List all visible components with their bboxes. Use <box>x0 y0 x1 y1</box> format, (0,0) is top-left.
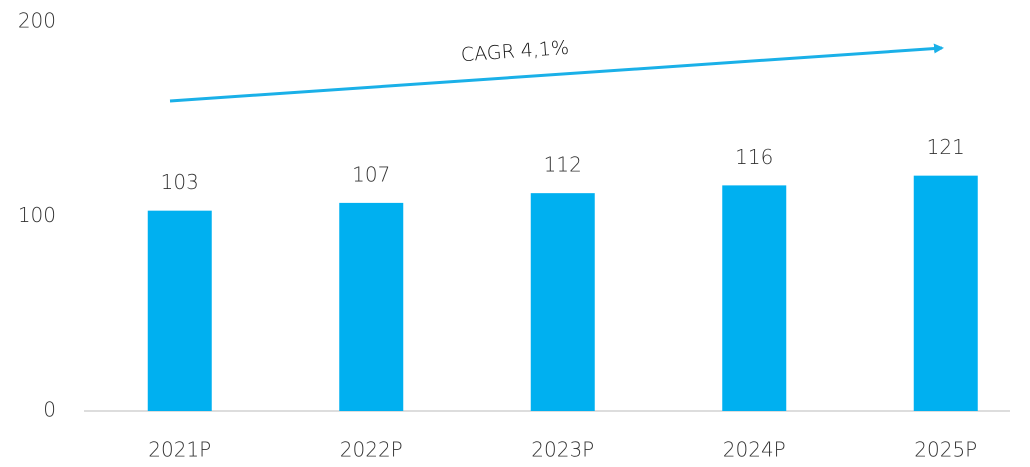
x-tick-label: 2024P <box>723 438 786 462</box>
y-tick-label: 0 <box>43 398 56 422</box>
y-tick-label: 200 <box>18 9 56 33</box>
cagr-arrow <box>169 43 944 103</box>
x-tick-label: 2025P <box>914 438 977 462</box>
data-label: 121 <box>927 135 965 159</box>
x-tick-label: 2023P <box>531 438 594 462</box>
y-tick-label: 100 <box>18 203 56 227</box>
data-label: 116 <box>735 145 773 169</box>
x-tick-label: 2021P <box>148 438 211 462</box>
data-label: 107 <box>352 162 390 186</box>
data-label: 112 <box>544 153 582 177</box>
bar <box>722 185 787 411</box>
data-label: 103 <box>161 170 199 194</box>
bar <box>913 175 978 411</box>
x-tick-label: 2022P <box>340 438 403 462</box>
bar <box>530 193 595 411</box>
bar <box>147 210 212 411</box>
bar <box>339 202 404 411</box>
cagr-annotation: CAGR 4,1% <box>460 37 569 66</box>
